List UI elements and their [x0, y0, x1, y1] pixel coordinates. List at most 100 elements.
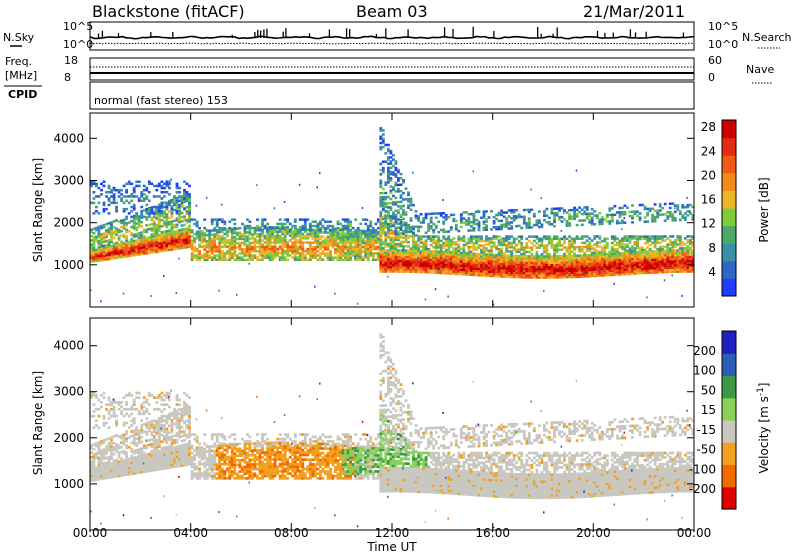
power-cell: [314, 235, 317, 238]
power-cell: [107, 241, 111, 244]
power-cell: [605, 216, 609, 219]
power-cell: [397, 183, 400, 187]
power-cell: [155, 205, 159, 209]
power-cell: [218, 228, 222, 232]
power-cell: [621, 268, 624, 272]
power-cell: [354, 248, 358, 251]
power-cell: [653, 235, 657, 238]
power-cell: [258, 243, 262, 247]
power-cell: [673, 241, 677, 244]
power-cell: [152, 209, 156, 213]
power-cell: [548, 220, 551, 224]
power-cell: [633, 255, 637, 258]
power-cell: [379, 264, 383, 267]
power-cell: [236, 233, 239, 237]
power-cell: [543, 237, 546, 241]
power-cell: [462, 262, 466, 265]
power-noise: [278, 259, 281, 261]
power-cell: [449, 270, 453, 273]
power-cell: [487, 257, 491, 261]
power-noise: [631, 251, 633, 254]
power-cell: [404, 211, 408, 214]
power-cell: [173, 241, 176, 244]
power-cell: [248, 248, 252, 251]
power-cell: [97, 243, 101, 247]
power-cell: [500, 241, 504, 245]
power-cell: [170, 239, 174, 243]
power-cell: [618, 254, 622, 257]
power-cell: [160, 184, 164, 188]
power-cell: [648, 207, 652, 211]
power-cell: [331, 233, 335, 237]
power-cell: [261, 252, 264, 255]
power-cell: [95, 195, 98, 198]
power-cell: [432, 246, 436, 249]
power-cell: [605, 269, 609, 273]
power-cell: [394, 268, 398, 271]
power-cell: [188, 216, 191, 219]
power-cell: [100, 241, 103, 244]
power-cell: [512, 241, 516, 245]
power-cell: [452, 251, 456, 254]
colorbar-tick-label: 12: [701, 217, 716, 231]
power-cell: [507, 241, 511, 245]
power-cell: [507, 260, 511, 264]
power-noise: [613, 282, 615, 285]
power-cell: [303, 229, 307, 232]
power-cell: [402, 181, 405, 184]
power-cell: [593, 210, 597, 213]
power-cell: [558, 271, 561, 275]
power-cell: [628, 257, 632, 261]
power-cell: [407, 249, 410, 252]
power-cell: [188, 184, 191, 188]
power-cell: [477, 220, 481, 224]
power-cell: [394, 175, 398, 178]
power-cell: [530, 265, 534, 269]
power-cell: [120, 242, 124, 246]
power-cell: [449, 255, 453, 258]
power-cell: [188, 224, 191, 228]
power-cell: [485, 239, 488, 242]
power-cell: [102, 246, 106, 250]
power-cell: [160, 197, 164, 200]
power-cell: [409, 247, 413, 250]
power-cell: [132, 254, 136, 257]
power-cell: [527, 274, 531, 277]
power-cell: [213, 226, 217, 230]
power-cell: [568, 263, 572, 266]
power-cell: [356, 243, 360, 247]
power-cell: [92, 238, 96, 241]
power-cell: [311, 220, 315, 223]
power-cell: [137, 234, 141, 237]
power-cell: [656, 254, 660, 257]
power-cell: [92, 240, 96, 244]
power-cell: [462, 270, 466, 274]
power-cell: [472, 216, 476, 220]
power-cell: [467, 229, 471, 232]
power-cell: [193, 254, 197, 257]
power-cell: [107, 257, 111, 261]
power-cell: [482, 255, 486, 258]
power-cell: [314, 239, 317, 242]
power-cell: [608, 209, 612, 212]
power-cell: [648, 260, 652, 264]
power-cell: [517, 241, 521, 245]
power-cell: [205, 233, 209, 237]
power-cell: [500, 273, 504, 276]
power-cell: [404, 187, 408, 190]
power-cell: [283, 249, 287, 253]
power-cell: [422, 241, 426, 244]
power-cell: [381, 263, 385, 267]
power-cell: [110, 232, 113, 235]
power-cell: [600, 218, 604, 221]
power-cell: [175, 243, 179, 246]
power-cell: [580, 235, 584, 238]
power-cell: [590, 274, 594, 278]
power-cell: [480, 253, 483, 256]
power-cell: [636, 237, 639, 241]
power-cell: [623, 243, 627, 246]
power-cell: [522, 219, 526, 223]
power-cell: [120, 240, 124, 244]
power-cell: [115, 201, 119, 205]
